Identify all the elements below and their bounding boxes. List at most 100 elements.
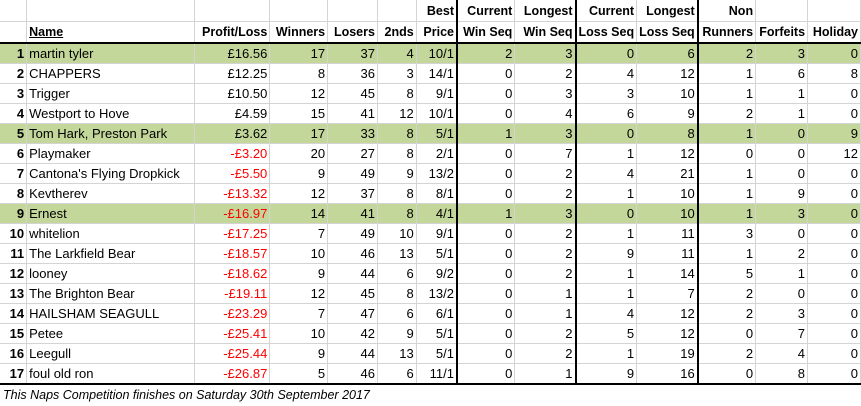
cell-longest-loss-seq: 8	[636, 123, 699, 144]
cell-holiday: 0	[807, 43, 861, 64]
cell-losers: 44	[327, 263, 378, 284]
cell-winners: 9	[269, 343, 329, 364]
cell-current-win-seq: 0	[455, 63, 516, 84]
cell-rank: 2	[0, 63, 28, 84]
cell-current-loss-seq: 5	[574, 323, 638, 344]
cell-current-win-seq: 0	[455, 143, 516, 164]
cell-non-runners: 2	[696, 303, 757, 324]
cell-rank: 3	[0, 83, 28, 104]
cell-losers: 42	[327, 323, 378, 344]
cell-best-price: 5/1	[416, 123, 458, 144]
cell-best-price: 9/2	[416, 263, 458, 284]
cell-forfeits: 1	[755, 263, 809, 284]
cell-winners: 5	[269, 363, 329, 385]
cell-profit-loss: £12.25	[194, 63, 271, 84]
cell-name: Trigger	[26, 83, 195, 104]
header-non-runners: Runners	[696, 21, 757, 44]
cell-losers: 46	[327, 363, 378, 385]
cell-winners: 17	[269, 123, 329, 144]
header-winners: Winners	[269, 21, 329, 44]
cell-holiday: 0	[807, 223, 861, 244]
header-name-top	[26, 0, 195, 22]
cell-holiday: 0	[807, 263, 861, 284]
cell-best-price: 2/1	[416, 143, 458, 164]
cell-longest-win-seq: 2	[514, 223, 577, 244]
cell-holiday: 0	[807, 363, 861, 385]
cell-holiday: 9	[807, 123, 861, 144]
cell-rank: 14	[0, 303, 28, 324]
table-body: 1 martin tyler £16.56 17 37 4 10/1 2 3 0 6 2 3 0 2 CHAP…	[0, 43, 861, 385]
cell-current-loss-seq: 4	[574, 163, 638, 184]
cell-profit-loss: -£26.87	[194, 363, 271, 385]
table-row: 1 martin tyler £16.56 17 37 4 10/1 2 3 0 6 2 3 0	[0, 43, 861, 64]
cell-current-loss-seq: 1	[574, 143, 638, 164]
header-holiday-top	[807, 0, 861, 22]
cell-longest-loss-seq: 9	[636, 103, 699, 124]
cell-forfeits: 0	[755, 163, 809, 184]
cell-name: whitelion	[26, 223, 195, 244]
cell-current-win-seq: 0	[455, 303, 516, 324]
cell-winners: 10	[269, 323, 329, 344]
cell-name: foul old ron	[26, 363, 195, 385]
cell-rank: 5	[0, 123, 28, 144]
cell-rank: 15	[0, 323, 28, 344]
cell-winners: 20	[269, 143, 329, 164]
cell-current-loss-seq: 1	[574, 283, 638, 304]
cell-current-loss-seq: 1	[574, 183, 638, 204]
cell-current-win-seq: 0	[455, 363, 516, 385]
header-rank-top	[0, 0, 28, 22]
cell-forfeits: 1	[755, 103, 809, 124]
cell-profit-loss: £16.56	[194, 43, 271, 64]
cell-current-win-seq: 0	[455, 283, 516, 304]
cell-profit-loss: £4.59	[194, 103, 271, 124]
cell-forfeits: 3	[755, 303, 809, 324]
cell-rank: 1	[0, 43, 28, 64]
cell-seconds: 8	[377, 283, 417, 304]
cell-losers: 37	[327, 43, 378, 64]
cell-seconds: 6	[377, 363, 417, 385]
cell-holiday: 0	[807, 163, 861, 184]
cell-winners: 14	[269, 203, 329, 224]
cell-profit-loss: -£19.11	[194, 283, 271, 304]
cell-current-win-seq: 1	[455, 123, 516, 144]
header-row-1: Best Current Longest Current Longest Non	[0, 0, 861, 22]
cell-losers: 49	[327, 163, 378, 184]
cell-seconds: 13	[377, 343, 417, 364]
cell-name: The Brighton Bear	[26, 283, 195, 304]
cell-forfeits: 4	[755, 343, 809, 364]
cell-non-runners: 1	[696, 243, 757, 264]
cell-rank: 4	[0, 103, 28, 124]
cell-longest-win-seq: 3	[514, 203, 577, 224]
cell-best-price: 9/1	[416, 83, 458, 104]
cell-longest-loss-seq: 10	[636, 83, 699, 104]
cell-non-runners: 1	[696, 203, 757, 224]
cell-best-price: 13/2	[416, 163, 458, 184]
cell-name: looney	[26, 263, 195, 284]
cell-profit-loss: -£3.20	[194, 143, 271, 164]
cell-current-loss-seq: 9	[574, 363, 638, 385]
cell-holiday: 12	[807, 143, 861, 164]
cell-longest-win-seq: 3	[514, 83, 577, 104]
cell-longest-win-seq: 3	[514, 123, 577, 144]
header-current-win-seq: Win Seq	[455, 21, 516, 44]
cell-longest-win-seq: 1	[514, 303, 577, 324]
cell-forfeits: 6	[755, 63, 809, 84]
header-losers: Losers	[327, 21, 378, 44]
cell-holiday: 0	[807, 303, 861, 324]
cell-profit-loss: -£18.62	[194, 263, 271, 284]
cell-current-loss-seq: 4	[574, 303, 638, 324]
cell-longest-loss-seq: 7	[636, 283, 699, 304]
cell-holiday: 0	[807, 343, 861, 364]
cell-best-price: 11/1	[416, 363, 458, 385]
cell-rank: 16	[0, 343, 28, 364]
cell-longest-loss-seq: 6	[636, 43, 699, 64]
header-losers-top	[327, 0, 378, 22]
cell-name: The Larkfield Bear	[26, 243, 195, 264]
cell-winners: 17	[269, 43, 329, 64]
cell-profit-loss: -£13.32	[194, 183, 271, 204]
header-seconds: 2nds	[377, 21, 417, 44]
cell-seconds: 10	[377, 223, 417, 244]
cell-non-runners: 0	[696, 363, 757, 385]
cell-longest-win-seq: 7	[514, 143, 577, 164]
cell-name: Petee	[26, 323, 195, 344]
